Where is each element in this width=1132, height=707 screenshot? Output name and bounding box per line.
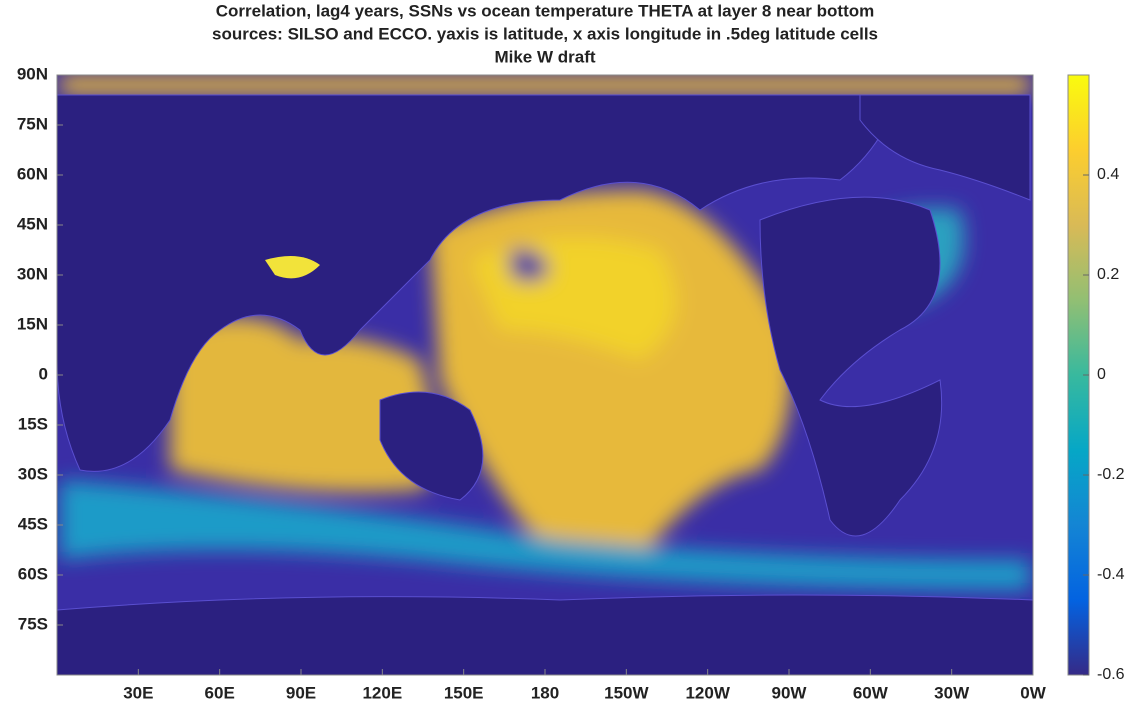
colorbar-tick-label: 0.4 xyxy=(1097,166,1119,183)
y-tick-label: 75S xyxy=(18,614,48,633)
colorbar-tick-label: -0.2 xyxy=(1097,466,1125,483)
colorbar-tick-label: -0.4 xyxy=(1097,566,1125,583)
x-tick-label: 180 xyxy=(531,683,559,702)
y-tick-label: 15S xyxy=(18,414,48,433)
y-tick-label: 15N xyxy=(17,314,48,333)
y-tick-label: 45S xyxy=(18,514,48,533)
title-line: Correlation, lag4 years, SSNs vs ocean t… xyxy=(216,1,875,20)
title-line: Mike W draft xyxy=(494,47,595,66)
x-tick-label: 30E xyxy=(123,683,153,702)
y-tick-label: 45N xyxy=(17,214,48,233)
highlight xyxy=(265,256,320,279)
y-tick-label: 0 xyxy=(39,364,48,383)
x-tick-label: 0W xyxy=(1020,683,1046,702)
x-tick-label: 120E xyxy=(362,683,402,702)
x-tick-label: 90E xyxy=(286,683,316,702)
y-tick-label: 60S xyxy=(18,564,48,583)
colorbar-tick-label: -0.6 xyxy=(1097,666,1125,683)
x-tick-label: 150E xyxy=(444,683,484,702)
x-tick-label: 60W xyxy=(853,683,889,702)
y-tick-label: 60N xyxy=(17,164,48,183)
y-tick-label: 30N xyxy=(17,264,48,283)
title-line: sources: SILSO and ECCO. yaxis is latitu… xyxy=(212,24,878,43)
y-tick-label: 90N xyxy=(17,64,48,83)
x-tick-label: 150W xyxy=(604,683,649,702)
land xyxy=(57,94,1033,675)
map xyxy=(57,75,1033,675)
y-tick-label: 75N xyxy=(17,114,48,133)
x-tick-label: 120W xyxy=(685,683,730,702)
y-tick-label: 30S xyxy=(18,464,48,483)
x-tick-label: 60E xyxy=(205,683,235,702)
colorbar-tick-label: 0.2 xyxy=(1097,266,1119,283)
x-tick-label: 90W xyxy=(772,683,808,702)
colorbar-tick-label: 0 xyxy=(1097,366,1106,383)
x-tick-label: 30W xyxy=(934,683,970,702)
